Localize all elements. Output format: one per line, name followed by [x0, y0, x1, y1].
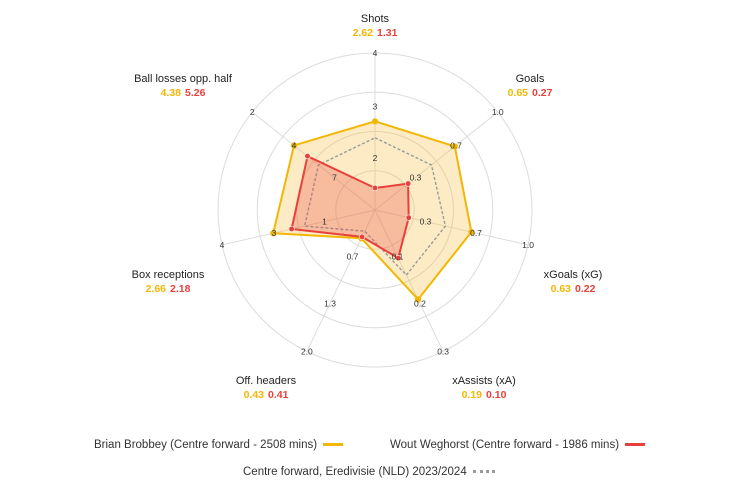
tick-label-axis4-3: 0.3 — [437, 346, 449, 356]
tick-label-axis1-2: 3 — [373, 101, 378, 111]
player-a-point-6 — [270, 230, 277, 237]
tick-label-axis6-1: 1 — [322, 217, 327, 227]
tick-label-axis2-1: 0.3 — [410, 173, 422, 183]
player-a-value-1: 2.62 — [353, 27, 374, 39]
axis-label-3: xGoals (xG) — [544, 269, 603, 281]
tick-label-axis4-2: 0.2 — [414, 298, 426, 308]
player-b-value-3: 0.22 — [575, 283, 596, 295]
player-a-value-2: 0.65 — [508, 87, 529, 99]
tick-label-axis7-2: 4 — [292, 140, 297, 150]
player-b-value-7: 5.26 — [185, 87, 206, 99]
player-b-value-6: 2.18 — [170, 283, 191, 295]
player-b-point-7 — [304, 153, 311, 160]
axis-label-7: Ball losses opp. half — [134, 73, 233, 85]
legend-player-b-label: Wout Weghorst (Centre forward - 1986 min… — [390, 439, 620, 451]
tick-label-axis5-2: 1.3 — [324, 298, 336, 308]
grid-spoke-2 — [374, 111, 499, 211]
player-b-point-4 — [395, 254, 402, 262]
player-a-point-1 — [371, 118, 379, 125]
axis-values-6: 2.66 2.18 — [146, 283, 191, 295]
player-b-point-1 — [371, 184, 379, 192]
grid-spoke-4 — [374, 209, 444, 352]
legend-player-b: Wout Weghorst (Centre forward - 1986 min… — [390, 439, 646, 451]
legend-player-a-swatch — [323, 443, 344, 447]
tick-label-axis3-3: 1.0 — [522, 240, 534, 250]
tick-label-axis1-3: 4 — [373, 48, 378, 58]
axis-values-2: 0.65 0.27 — [508, 87, 553, 99]
player-b-value-4: 0.10 — [486, 389, 507, 401]
legend-player-a: Brian Brobbey (Centre forward - 2508 min… — [94, 439, 344, 451]
player-a-point-4 — [414, 296, 422, 303]
axis-label-2: Goals — [516, 73, 545, 85]
radar-chart: 2 3 4 0.3 0.7 1.0 0.3 0.7 1.0 0.1 0.2 0.3 0.7 1.3 2.0 1… — [132, 13, 603, 401]
legend-benchmark-label: Centre forward, Eredivisie (NLD) 2023/20… — [243, 466, 467, 478]
tick-label-axis3-1: 0.3 — [420, 217, 432, 227]
player-b-point-3 — [405, 214, 412, 221]
player-a-value-7: 4.38 — [161, 87, 182, 99]
tick-label-axis2-3: 1.0 — [492, 107, 504, 117]
tick-label-axis4-1: 0.1 — [392, 252, 404, 262]
tick-label-axis5-1: 0.7 — [347, 252, 359, 262]
benchmark-outline — [303, 137, 447, 277]
legend-benchmark-swatch — [472, 470, 495, 474]
tick-label-axis2-2: 0.7 — [450, 140, 462, 150]
tick-label-axis7-3: 2 — [250, 107, 255, 117]
legend-player-a-label: Brian Brobbey (Centre forward - 2508 min… — [94, 439, 318, 451]
tick-label-axis1-1: 2 — [373, 153, 378, 163]
grid-spoke-3 — [374, 209, 529, 246]
tick-label-axis3-2: 0.7 — [470, 228, 482, 238]
grid-spoke-7 — [251, 111, 376, 211]
tick-label-axis6-2: 3 — [272, 228, 277, 238]
grid-spoke-5 — [306, 209, 376, 352]
player-b-value-5: 0.41 — [268, 389, 289, 401]
tick-label-axis6-3: 4 — [220, 240, 225, 250]
player-a-point-3 — [468, 228, 475, 236]
axis-label-5: Off. headers — [236, 375, 297, 387]
player-b-point-6 — [288, 225, 295, 233]
axis-values-5: 0.43 0.41 — [244, 389, 289, 401]
player-a-value-5: 0.43 — [244, 389, 265, 401]
player-a-point-2 — [451, 143, 458, 150]
player-a-point-7 — [290, 142, 298, 149]
axis-label-1: Shots — [361, 13, 390, 25]
legend-benchmark: Centre forward, Eredivisie (NLD) 2023/20… — [243, 466, 495, 478]
player-b-point-2 — [405, 180, 412, 187]
axis-values-3: 0.63 0.22 — [551, 283, 596, 295]
legend-player-b-swatch — [625, 443, 646, 447]
player-b-point-5 — [358, 233, 366, 240]
axis-values-1: 2.62 1.31 — [353, 27, 398, 39]
axis-label-6: Box receptions — [132, 269, 205, 281]
player-b-value-1: 1.31 — [377, 27, 398, 39]
grid-spoke-6 — [221, 209, 376, 246]
tick-label-axis7-1: 7 — [332, 173, 337, 183]
axis-label-4: xAssists (xA) — [452, 375, 516, 387]
tick-label-axis5-3: 2.0 — [301, 346, 313, 356]
player-b-value-2: 0.27 — [532, 87, 553, 99]
player-a-value-3: 0.63 — [551, 283, 572, 295]
player-a-value-6: 2.66 — [146, 283, 167, 295]
player-a-value-4: 0.19 — [462, 389, 483, 401]
player-b-area — [290, 155, 410, 260]
axis-values-4: 0.19 0.10 — [462, 389, 507, 401]
axis-values-7: 4.38 5.26 — [161, 87, 206, 99]
